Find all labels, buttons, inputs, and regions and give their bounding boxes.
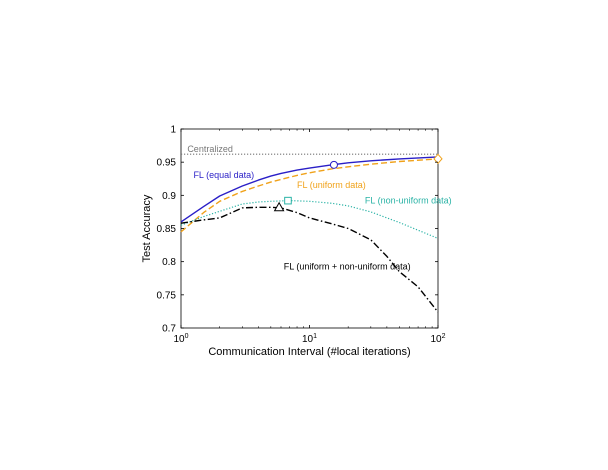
annotation-fl-uniform-non-uniform-data: FL (uniform + non-uniform data)	[284, 262, 411, 272]
series-line-fl-equal-data	[180, 156, 439, 223]
y-tick-label: 1	[170, 125, 176, 136]
x-tick-label: 102	[430, 333, 445, 345]
annotation-fl-non-uniform-data: FL (non-uniform data)	[365, 195, 452, 205]
y-axis-ticks: 0.7 0.75 0.8 0.85 0.9 0.95 1	[157, 125, 438, 335]
annotation-fl-equal-data: FL (equal data)	[193, 170, 254, 180]
triangle-marker-fl-uniform-non-uniform-data	[273, 201, 285, 212]
series-lines	[180, 153, 439, 313]
x-axis-ticks: 100 101 102	[173, 129, 446, 345]
y-tick-label: 0.9	[162, 191, 176, 202]
square-marker-fl-non-uniform-data	[284, 196, 292, 205]
annotation-centralized: Centralized	[187, 144, 233, 154]
x-axis-label: Communication Interval (#local iteration…	[208, 346, 410, 358]
circle-marker-fl-equal-data	[329, 160, 338, 169]
y-tick-label: 0.7	[162, 324, 176, 335]
annotation-fl-uniform-data: FL (uniform data)	[297, 180, 366, 190]
series-markers	[273, 153, 443, 212]
y-tick-label: 0.85	[157, 224, 177, 235]
diamond-marker-fl-uniform-data	[433, 153, 443, 165]
x-tick-label: 101	[302, 333, 317, 345]
y-tick-label: 0.95	[157, 158, 177, 169]
series-line-fl-uniform-non-uniform-data	[180, 206, 439, 313]
y-axis-label: Test Accuracy	[141, 194, 153, 262]
series-line-fl-uniform-data	[180, 158, 439, 233]
y-tick-label: 0.75	[157, 290, 177, 301]
y-tick-label: 0.8	[162, 257, 176, 268]
x-tick-label: 100	[173, 333, 188, 345]
annotations: Centralized FL (equal data) FL (uniform da…	[187, 144, 451, 271]
